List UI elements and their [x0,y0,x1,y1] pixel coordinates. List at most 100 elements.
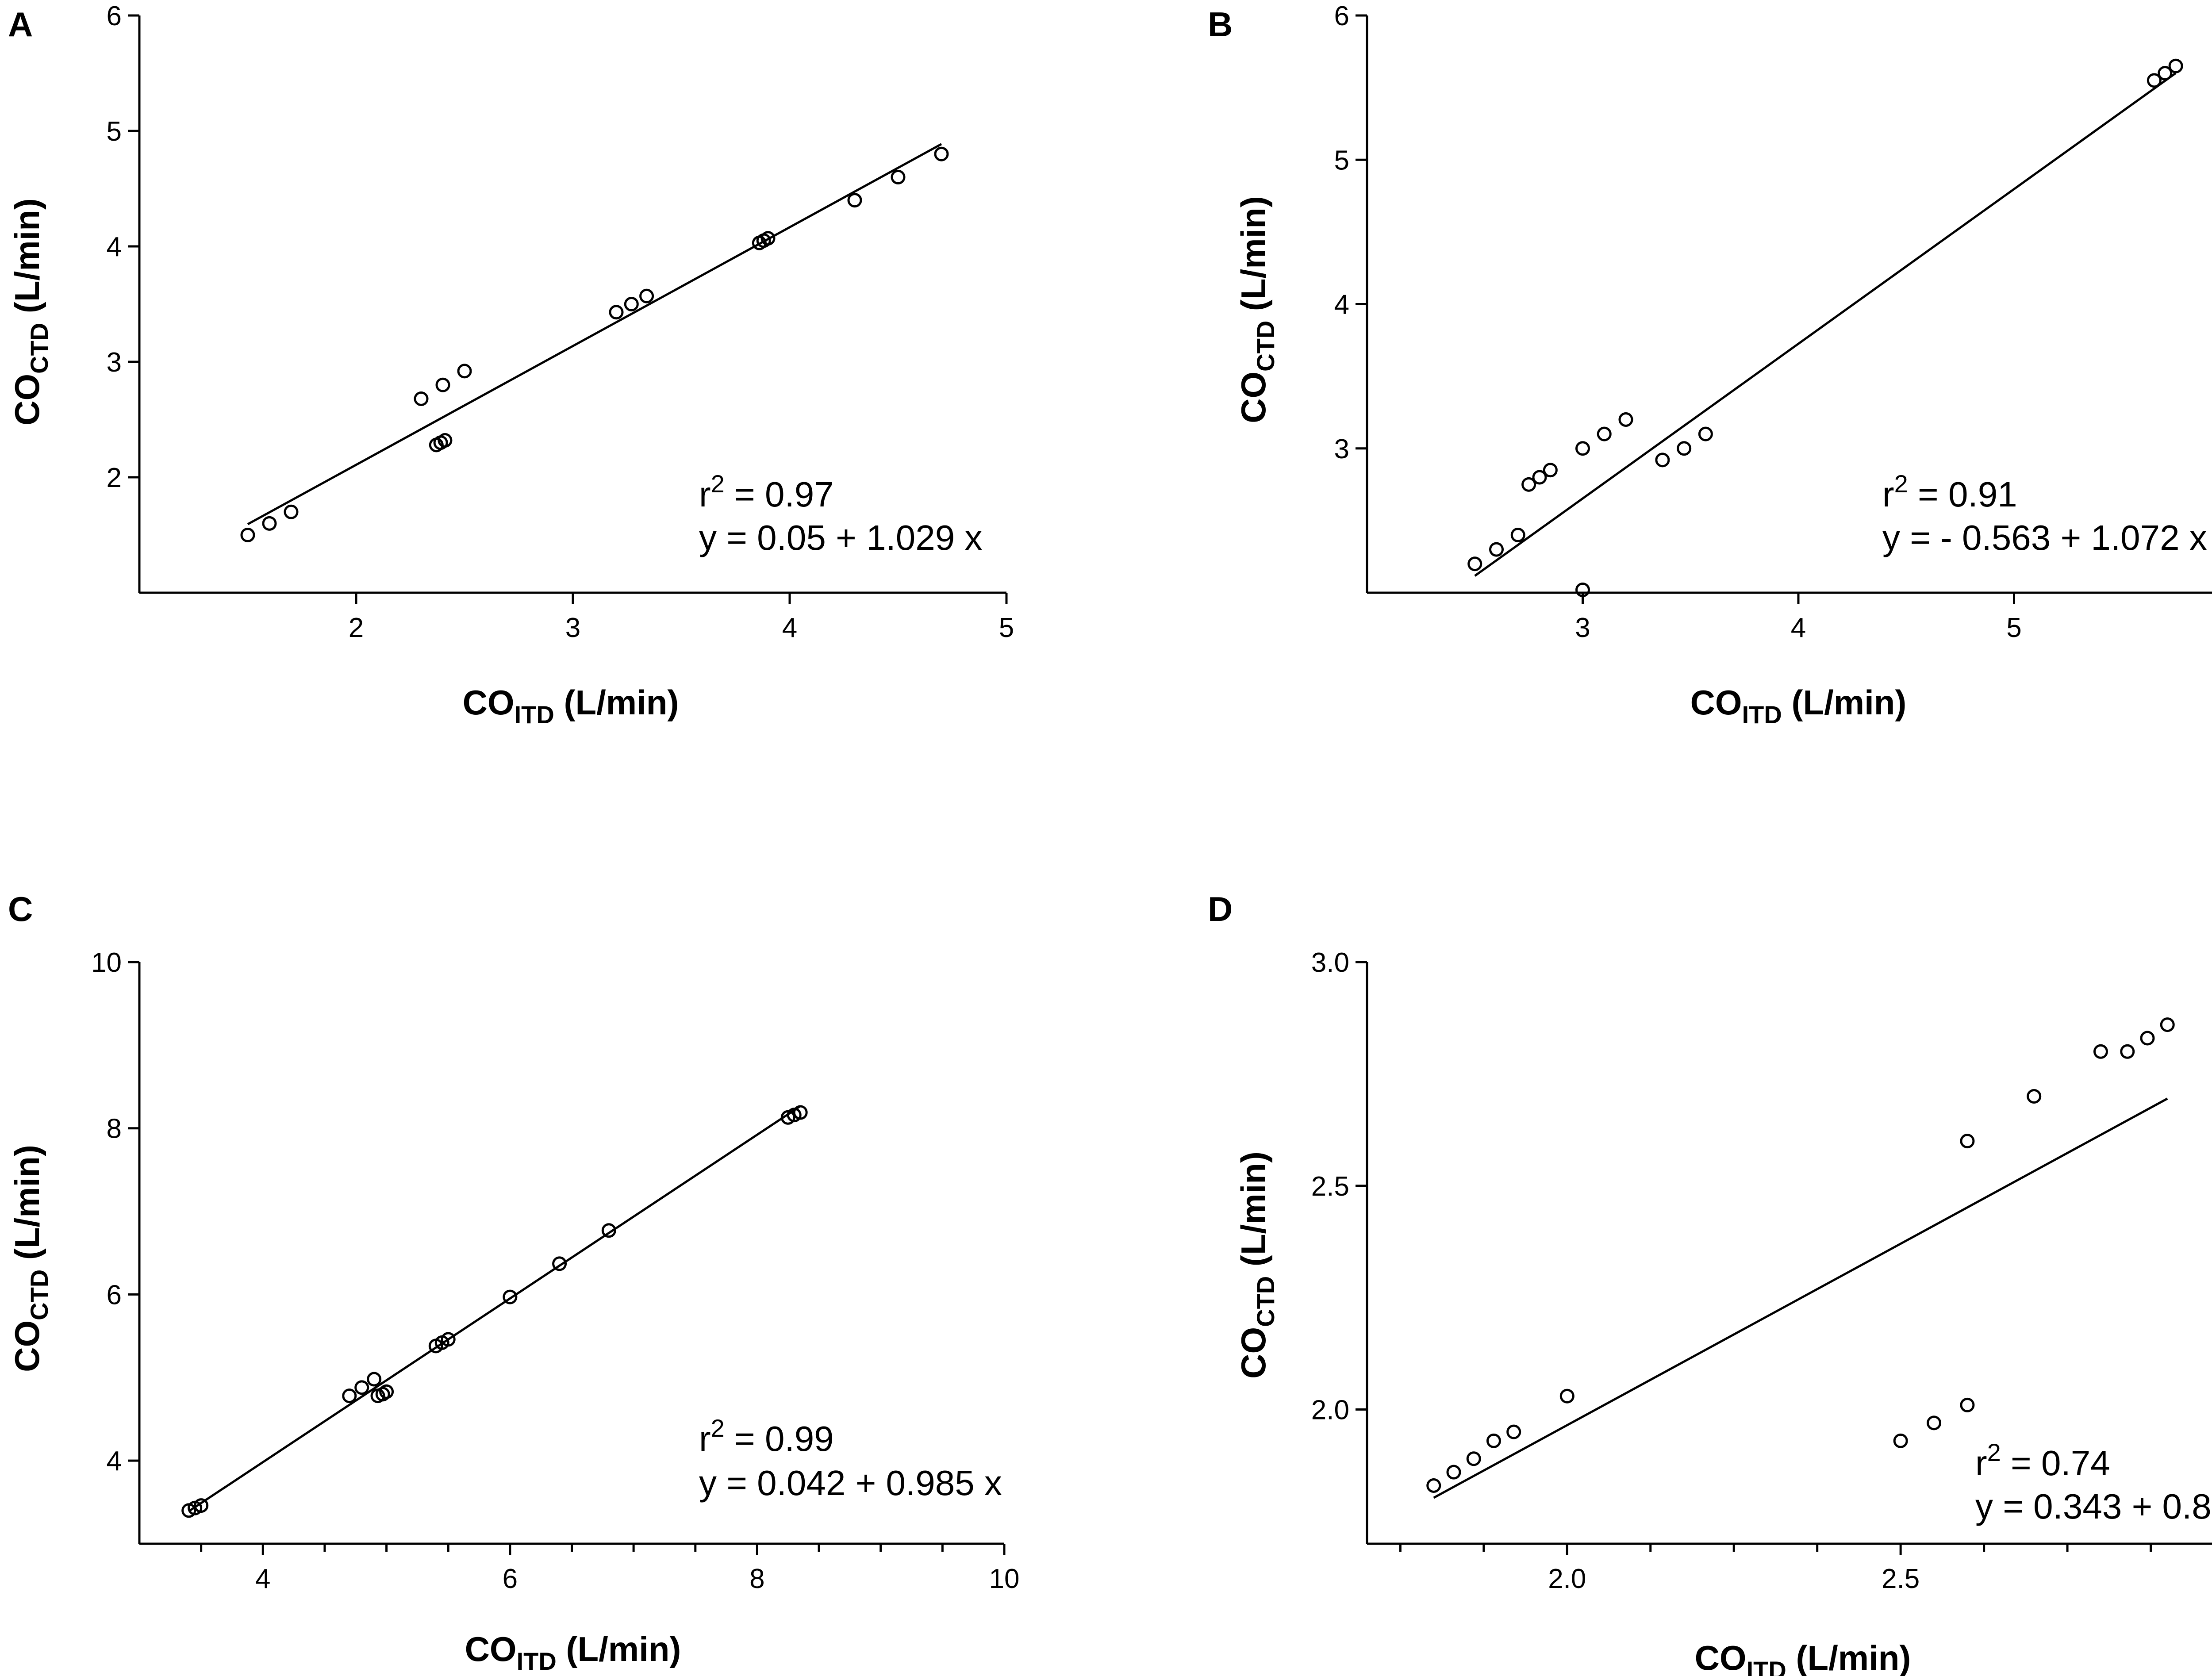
panel-c-x-tick-label: 8 [749,1564,764,1594]
panel-a-ticks: 2 3 4 5 2 3 4 5 6 [107,1,1014,643]
panel-d-data-point [2140,1031,2155,1046]
panel-c-data-point [441,1332,456,1347]
panel-d-data-point [1960,1134,1975,1149]
panel-b-ticks: 34563456 [1334,1,2212,643]
panel-b-equation: y = - 0.563 + 1.072 x [1882,518,2207,557]
panel-b-data-point [2168,58,2183,73]
panel-b-data-point [1655,453,1670,468]
panel-a-data-point [262,516,277,531]
panel-b-data-point [1489,542,1504,557]
panel-b-data-point [1698,426,1713,441]
panel-a-data-point [847,193,862,208]
panel-a-data-point [624,297,639,311]
panel-d-data-point [1486,1433,1501,1448]
panel-a-points [240,146,949,542]
panel-b-data-point [1467,556,1482,571]
panel-letter-d: D [1208,890,1233,928]
panel-b-data-point [1575,441,1590,456]
panel-a-data-point [639,288,654,303]
panel-d-data-point [1426,1478,1441,1493]
panel-d-ticks: 2.02.53.02.02.53.0 [1311,947,2212,1594]
panel-b-x-tick-label: 5 [2006,613,2021,643]
panel-c-data-point [601,1223,616,1238]
panel-d-data-point [2027,1089,2042,1104]
panel-d-fit-line [1433,1097,2168,1499]
panel-a-data-point [760,231,776,246]
panel-a-y-tick-label: 2 [107,463,122,493]
panel-a-y-tick-label: 5 [107,116,122,147]
panel-b-x-axis-title: COITD (L/min) [1690,683,1907,729]
panel-c-data-point [354,1380,369,1395]
panel-c-data-point [194,1498,209,1513]
panel-a-data-point [934,146,949,161]
panel-b-y-tick-label: 3 [1334,434,1349,464]
panel-a-y-tick-label: 6 [107,1,122,31]
panel-c-data-point [552,1256,567,1271]
panel-d-data-point [1446,1465,1461,1480]
panel-a-data-point [414,391,429,407]
panel-d-y-tick-label: 2.0 [1311,1395,1349,1426]
panel-c-data-point [342,1388,357,1404]
panel-d-x-axis-title: COITD (L/min) [1695,1638,1911,1676]
panel-d-x-tick-label: 2.5 [1882,1564,1920,1594]
panel-b-y-tick-label: 4 [1334,290,1349,320]
panel-a-equation: y = 0.05 + 1.029 x [699,518,982,557]
panel-d-data-point [1960,1397,1975,1412]
panel-letter-b: B [1208,5,1233,44]
panel-d-y-tick-label: 3.0 [1311,947,1349,978]
panel-b-data-point [2147,73,2162,88]
panel-b-x-tick-label: 4 [1791,613,1806,643]
panel-b-y-tick-label: 6 [1334,1,1349,31]
panel-c-ticks: 4 6 8 10 4 6 8 10 [91,947,1019,1594]
panel-letter-a: A [8,5,33,44]
panel-b-y-tick-label: 5 [1334,145,1349,176]
panel-b-fit-line [1474,72,2177,577]
panel-d-data-point [1927,1415,1942,1431]
panel-d-data-point [1893,1433,1908,1448]
panel-a-data-point [609,305,624,320]
panel-a-data-point [438,433,453,448]
panel-d-data-point [1466,1451,1481,1466]
panel-c: C 4 6 8 10 4 6 8 10 COITD (L/min) COCTD (L/min)… [8,890,1019,1675]
panel-a-data-point [435,377,450,392]
panel-c-data-point [367,1372,382,1387]
panel-b-x-tick-label: 3 [1575,613,1590,643]
panel-c-equation: y = 0.042 + 0.985 x [699,1463,1002,1503]
panel-a-r-squared: r2 = 0.97 [699,470,834,514]
panel-a-y-axis-title: COCTD (L/min) [8,198,53,426]
panel-b-points [1467,58,2183,597]
panel-d-y-axis-title: COCTD (L/min) [1234,1151,1279,1379]
panel-c-data-point [503,1289,518,1304]
panel-d-data-point [1506,1424,1521,1439]
panel-c-points [181,1105,808,1518]
panel-d-equation: y = 0.343 + 0.811 x [1975,1487,2212,1526]
panel-c-y-tick-label: 8 [107,1114,122,1144]
panel-a-y-tick-label: 4 [107,232,122,262]
panel-d-data-point [2093,1044,2108,1059]
panel-d-data-point [1559,1388,1575,1404]
panel-a-x-tick-label: 3 [565,613,580,643]
panel-c-x-tick-label: 4 [255,1564,270,1594]
panel-b-data-point [1677,441,1692,456]
panel-a-data-point [240,528,255,542]
panel-b-data-point [1597,426,1612,441]
panel-d: D 2.02.53.02.02.53.0 COITD (L/min) COCTD… [1208,890,2212,1676]
panel-b-data-point [1543,463,1558,478]
panel-a-data-point [284,504,299,519]
panel-d-points [1426,1017,2175,1493]
panel-b-data-point [1532,470,1547,485]
panel-a-x-tick-label: 2 [349,613,364,643]
panel-d-y-tick-label: 2.5 [1311,1171,1349,1202]
panel-d-data-point [2160,1017,2175,1032]
panel-b-r-squared: r2 = 0.91 [1882,470,2017,514]
panel-a-x-tick-label: 5 [999,613,1014,643]
panel-b-y-axis-title: COCTD (L/min) [1234,196,1279,423]
panel-a-data-point [891,169,906,184]
panel-d-x-tick-label: 2.0 [1548,1564,1586,1594]
panel-c-r-squared: r2 = 0.99 [699,1414,834,1458]
panel-c-x-tick-label: 10 [989,1564,1020,1594]
panel-c-fit-line [188,1105,801,1512]
panel-b: B 34563456 COITD (L/min) COCTD (L/min) r… [1208,1,2212,729]
